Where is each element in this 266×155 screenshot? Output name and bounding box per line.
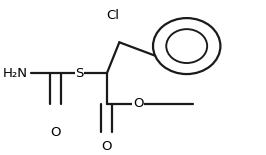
- Text: O: O: [51, 126, 61, 139]
- Text: O: O: [133, 97, 143, 110]
- Text: S: S: [75, 67, 84, 80]
- Text: H₂N: H₂N: [3, 67, 28, 80]
- Text: O: O: [102, 140, 112, 153]
- Text: Cl: Cl: [107, 9, 120, 22]
